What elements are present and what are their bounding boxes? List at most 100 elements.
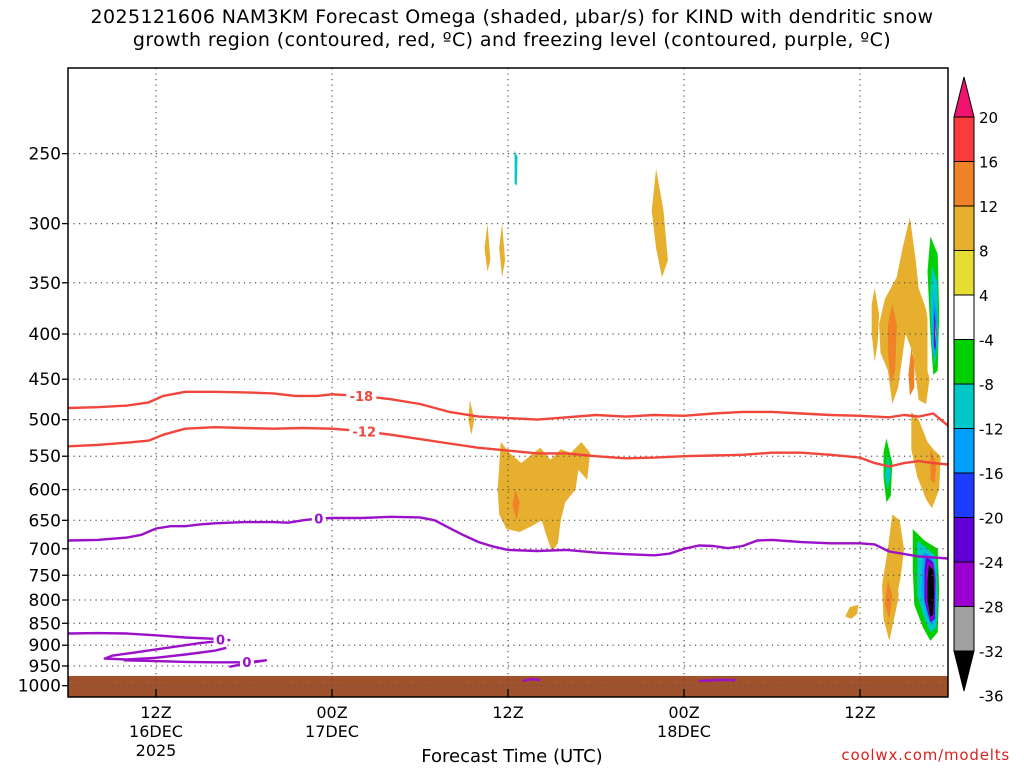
freezing-level-contour-label-bg-2 [213,632,228,647]
x-tick-label-h6-2: 16DEC [129,722,183,741]
colorbar-band-12 [953,606,975,652]
colorbar-band-11 [953,561,975,607]
omega-shaded-region-8 [651,168,668,278]
colorbar-bottom-arrow [953,650,975,692]
freezing-level-contour-label-3: 0 [242,656,251,671]
y-tick-label-350: 350 [29,274,61,294]
omega-shaded-region-13 [468,400,475,435]
dgz-contour-label-bg-2 [349,424,380,439]
colorbar-label-9: -16 [979,465,1004,483]
colorbar-top-arrow [953,76,975,118]
dgz-contour-label-1: -18 [350,390,374,405]
y-tick-label-250: 250 [29,145,61,165]
y-tick-label-850: 850 [29,614,61,634]
omega-shaded-region-6 [518,242,525,272]
colorbar-label-6: -4 [979,332,994,350]
freezing-level-contour-label-2: 0 [216,633,225,648]
omega-shaded-region-3 [514,150,518,186]
x-tick-label-h18-1: 00Z [316,703,347,722]
freezing-level-contour-label-1: 0 [314,512,323,527]
omega-shaded-region-11 [374,319,382,396]
colorbar-band-6 [953,339,975,385]
omega-shaded-region-22 [871,288,880,362]
y-tick-label-400: 400 [29,325,61,345]
colorbar-band-4 [953,250,975,296]
colorbar-label-3: 12 [979,198,998,216]
colorbar-label-13: -32 [979,643,1004,661]
chart-title-line-2: growth region (contoured, red, ºC) and f… [132,29,892,51]
omega-shaded-region-24 [887,304,897,384]
colorbar-band-5 [953,294,975,340]
colorbar-label-1: 20 [979,109,998,127]
omega-shaded-region-25 [908,348,915,396]
omega-shaded-region-9 [798,168,809,289]
omega-shaded-region-35 [911,411,941,509]
y-tick-label-300: 300 [29,215,61,235]
y-tick-label-500: 500 [29,411,61,431]
colorbar: 20 16 12 8 4 -4 -8 -12 -16 -20 -24 -28 -32 -36 [953,76,1004,706]
y-tick-label-1000: 1000 [18,677,61,697]
omega-shaded-region-16 [405,469,420,544]
colorbar-band-7 [953,383,975,429]
colorbar-label-4: 8 [979,243,989,261]
colorbar-band-3 [953,205,975,251]
chart-title: 2025121606 NAM3KM Forecast Omega (shaded… [0,6,1024,52]
y-tick-label-950: 950 [29,657,61,677]
freezing-level-contour-line-4 [522,677,541,683]
colorbar-band-2 [953,161,975,207]
freezing-level-contour-line-2 [68,631,231,661]
x-tick-label-h30-1: 12Z [492,703,523,722]
omega-shaded-region-2 [502,125,535,294]
omega-shaded-region-12 [603,329,608,358]
x-tick-label-h42-2: 18DEC [657,722,711,741]
dgz-contour-label-2: -12 [353,425,377,440]
y-tick-label-800: 800 [29,591,61,611]
y-tick-label-750: 750 [29,566,61,586]
colorbar-label-14: -36 [979,688,1004,706]
omega-shaded-region-17 [450,476,469,552]
omega-shaded-region-21 [845,604,859,619]
omega-shaded-region-18 [329,543,337,591]
omega-shaded-region-4 [484,223,491,272]
colorbar-label-2: 16 [979,154,998,172]
colorbar-band-8 [953,428,975,474]
omega-shaded-region-45 [927,564,935,618]
x-tick-label-h54-1: 12Z [844,703,875,722]
colorbar-label-10: -20 [979,510,1004,528]
chart-title-line-1: 2025121606 NAM3KM Forecast Omega (shaded… [90,6,934,28]
omega-shaded-region-20 [491,602,507,619]
omega-shaded-region-19 [453,587,469,615]
x-axis-label: Forecast Time (UTC) [421,746,603,767]
plot-area: -18 -12 0 0 0 [68,68,948,697]
colorbar-label-8: -12 [979,421,1004,439]
x-tick-label-h18-2: 17DEC [305,722,359,741]
omega-shaded-region-14 [497,442,591,552]
omega-shaded-region-1 [68,176,83,320]
colorbar-label-11: -24 [979,554,1004,572]
freezing-level-contour-label-bg-1 [311,511,326,526]
omega-shaded-region-34 [884,452,891,490]
colorbar-label-5: 4 [979,287,989,305]
dgz-contour-line-1 [68,390,948,427]
freezing-level-contour-line-5 [698,678,736,683]
y-tick-label-700: 700 [29,540,61,560]
omega-shaded-region-31 [934,319,936,344]
x-tick-label-h42-1: 00Z [668,703,699,722]
omega-shaded-region-5 [499,223,506,278]
y-tick-label-900: 900 [29,636,61,656]
freezing-level-contour-label-bg-3 [239,655,254,670]
colorbar-label-7: -8 [979,376,994,394]
omega-shaded-region-36 [930,449,937,484]
colorbar-band-9 [953,472,975,518]
x-tick-label-h6-1: 12Z [140,703,171,722]
site-credit: coolwx.com/modelts [841,746,1010,764]
omega-shaded-region-10 [437,266,472,435]
y-tick-label-600: 600 [29,481,61,501]
colorbar-band-10 [953,517,975,563]
freezing-level-contour-line-1 [68,515,948,560]
dgz-contour-line-2 [68,426,948,468]
omega-shaded-region-7 [547,233,554,278]
omega-shaded-region-15 [512,489,520,521]
dgz-contour-label-bg-1 [346,388,377,403]
